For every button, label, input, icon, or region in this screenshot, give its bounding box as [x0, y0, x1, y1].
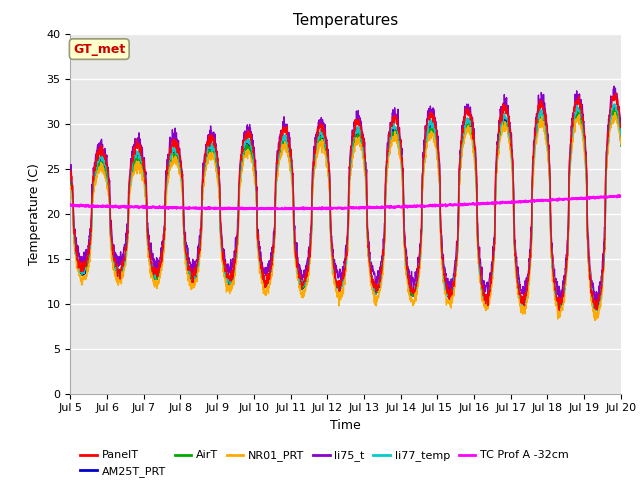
- Legend: PanelT, AM25T_PRT, AirT, NR01_PRT, li75_t, li77_temp, TC Prof A -32cm: PanelT, AM25T_PRT, AirT, NR01_PRT, li75_…: [76, 446, 573, 480]
- Y-axis label: Temperature (C): Temperature (C): [28, 163, 41, 264]
- Text: GT_met: GT_met: [73, 43, 125, 56]
- Title: Temperatures: Temperatures: [293, 13, 398, 28]
- X-axis label: Time: Time: [330, 419, 361, 432]
